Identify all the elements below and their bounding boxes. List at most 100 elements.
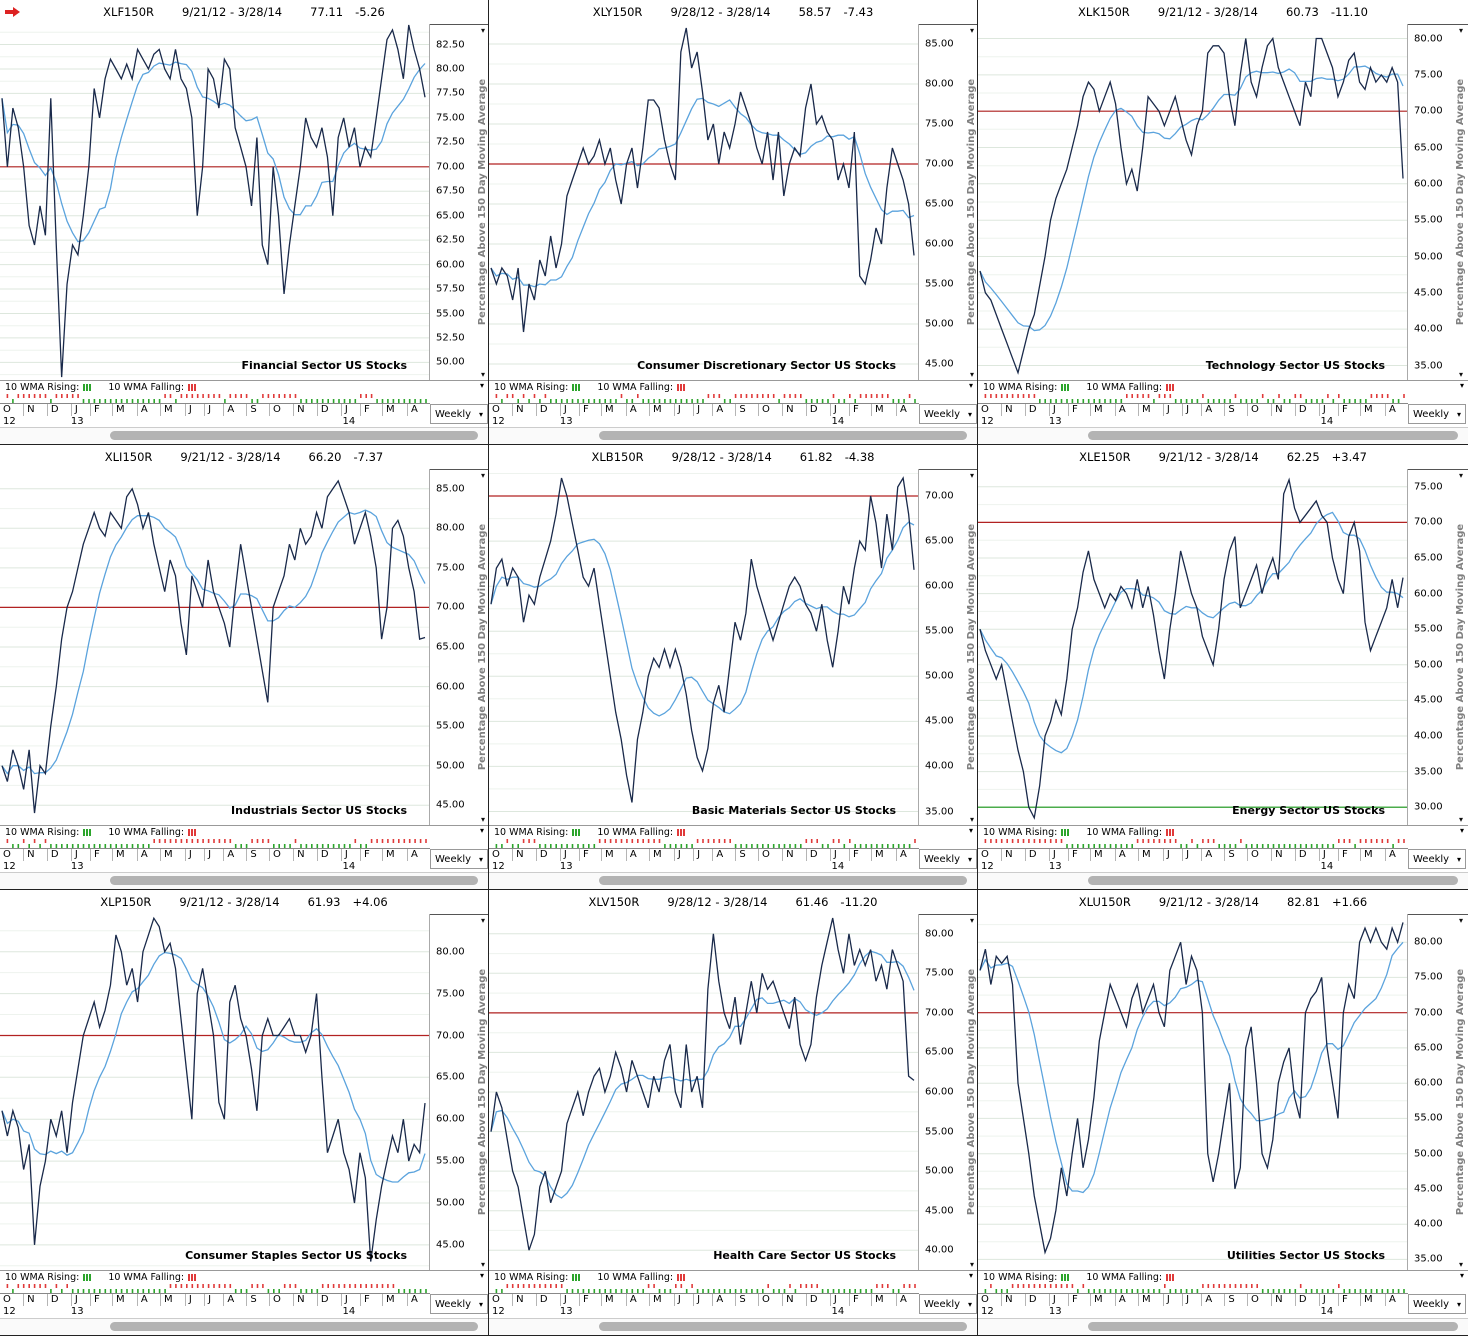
sector-label: Basic Materials Sector US Stocks [691, 804, 896, 817]
axis-scroll-down-icon[interactable]: ▾ [969, 815, 974, 824]
legend-dropdown-icon[interactable]: ▾ [1459, 381, 1464, 390]
axis-scroll-down-icon[interactable]: ▾ [1458, 1260, 1463, 1269]
timeframe-dropdown-icon[interactable]: ▾ [1456, 409, 1461, 419]
month-label: O [3, 1294, 11, 1305]
horizontal-scrollbar[interactable] [0, 427, 488, 444]
axis-scroll-down-icon[interactable]: ▾ [480, 815, 485, 824]
scrollbar-thumb[interactable] [598, 431, 968, 440]
legend-dropdown-icon[interactable]: ▾ [1459, 1271, 1464, 1280]
month-label: M [112, 404, 137, 416]
timeframe-selector[interactable]: Weekly ▾ [1408, 1294, 1466, 1314]
axis-scroll-down-icon[interactable]: ▾ [1458, 815, 1463, 824]
chart-canvas[interactable] [978, 24, 1407, 380]
axis-scroll-up-icon[interactable]: ▾ [969, 26, 974, 35]
timeframe-dropdown-icon[interactable]: ▾ [1456, 854, 1461, 864]
axis-scroll-down-icon[interactable]: ▾ [480, 1260, 485, 1269]
timeframe-dropdown-icon[interactable]: ▾ [967, 409, 972, 419]
axis-scroll-down-icon[interactable]: ▾ [480, 370, 485, 379]
chart-canvas[interactable] [489, 469, 918, 825]
timeframe-dropdown-icon[interactable]: ▾ [1456, 1299, 1461, 1309]
scrollbar-thumb[interactable] [1088, 876, 1459, 885]
timeframe-label: Weekly [924, 408, 961, 420]
scrollbar-thumb[interactable] [598, 876, 968, 885]
axis-scroll-up-icon[interactable]: ▾ [969, 916, 974, 925]
axis-scroll-down-icon[interactable]: ▾ [969, 1260, 974, 1269]
scrollbar-thumb[interactable] [109, 431, 479, 440]
month-label: D [535, 404, 560, 416]
plot-area[interactable]: Energy Sector US Stocks [978, 469, 1408, 825]
month-label: N [23, 1294, 47, 1306]
scrollbar-thumb[interactable] [598, 1322, 968, 1331]
month-label: J [1048, 404, 1068, 416]
plot-area[interactable]: Utilities Sector US Stocks [978, 914, 1408, 1270]
scrollbar-thumb[interactable] [109, 876, 479, 885]
month-label: A [625, 404, 649, 416]
y-tick-label: 40.00 [1414, 323, 1443, 335]
y-tick-label: 77.50 [436, 87, 465, 99]
year-label: 12 [492, 1306, 505, 1317]
timeframe-selector[interactable]: Weekly ▾ [1408, 849, 1466, 869]
plot-area[interactable]: Technology Sector US Stocks [978, 24, 1408, 380]
legend-dropdown-icon[interactable]: ▾ [968, 1271, 973, 1280]
horizontal-scrollbar[interactable] [978, 872, 1468, 889]
plot-area[interactable]: Financial Sector US Stocks [0, 24, 430, 380]
horizontal-scrollbar[interactable] [978, 1318, 1468, 1335]
y-tick-label: 45.00 [436, 1239, 465, 1251]
plot-area[interactable]: Industrials Sector US Stocks [0, 469, 430, 825]
timeframe-selector[interactable]: Weekly ▾ [430, 849, 488, 869]
horizontal-scrollbar[interactable] [0, 1318, 488, 1335]
chart-canvas[interactable] [978, 469, 1407, 825]
wma-rising-label: 10 WMA Rising: [983, 1271, 1058, 1283]
legend-dropdown-icon[interactable]: ▾ [1459, 826, 1464, 835]
scrollbar-thumb[interactable] [1088, 431, 1459, 440]
timeframe-selector[interactable]: Weekly ▾ [919, 849, 977, 869]
timeframe-dropdown-icon[interactable]: ▾ [478, 1299, 483, 1309]
timeframe-selector[interactable]: Weekly ▾ [919, 1294, 977, 1314]
axis-scroll-up-icon[interactable]: ▾ [480, 26, 485, 35]
plot-area[interactable]: Consumer Discretionary Sector US Stocks [489, 24, 919, 380]
axis-scroll-down-icon[interactable]: ▾ [1458, 370, 1463, 379]
timeframe-selector[interactable]: Weekly ▾ [430, 1294, 488, 1314]
timeframe-selector[interactable]: Weekly ▾ [430, 404, 488, 424]
scrollbar-thumb[interactable] [1088, 1322, 1459, 1331]
timeframe-dropdown-icon[interactable]: ▾ [967, 854, 972, 864]
horizontal-scrollbar[interactable] [0, 872, 488, 889]
chart-canvas[interactable] [0, 24, 429, 380]
legend-dropdown-icon[interactable]: ▾ [968, 381, 973, 390]
year-label: 13 [70, 1306, 84, 1317]
timeframe-selector[interactable]: Weekly ▾ [1408, 404, 1466, 424]
axis-scroll-down-icon[interactable]: ▾ [969, 370, 974, 379]
timeframe-dropdown-icon[interactable]: ▾ [967, 1299, 972, 1309]
chart-canvas[interactable] [0, 914, 429, 1270]
horizontal-scrollbar[interactable] [489, 872, 977, 889]
chart-canvas[interactable] [489, 24, 918, 380]
timeframe-dropdown-icon[interactable]: ▾ [478, 854, 483, 864]
axis-scroll-up-icon[interactable]: ▾ [1458, 26, 1463, 35]
y-tick-label: 72.50 [436, 136, 465, 148]
axis-scroll-up-icon[interactable]: ▾ [1458, 471, 1463, 480]
axis-scroll-up-icon[interactable]: ▾ [480, 471, 485, 480]
legend-dropdown-icon[interactable]: ▾ [479, 381, 484, 390]
plot-area[interactable]: Consumer Staples Sector US Stocks [0, 914, 430, 1270]
horizontal-scrollbar[interactable] [489, 427, 977, 444]
timeframe-selector[interactable]: Weekly ▾ [919, 404, 977, 424]
last-value-label: 61.82 [799, 450, 833, 464]
month-label: D [1024, 849, 1049, 861]
legend-dropdown-icon[interactable]: ▾ [479, 1271, 484, 1280]
axis-scroll-up-icon[interactable]: ▾ [969, 471, 974, 480]
date-range-label: 9/21/12 - 3/28/14 [1157, 5, 1258, 19]
chart-canvas[interactable] [978, 914, 1407, 1270]
chart-canvas[interactable] [489, 914, 918, 1270]
horizontal-scrollbar[interactable] [978, 427, 1468, 444]
axis-scroll-up-icon[interactable]: ▾ [480, 916, 485, 925]
legend-dropdown-icon[interactable]: ▾ [968, 826, 973, 835]
axis-scroll-up-icon[interactable]: ▾ [1458, 916, 1463, 925]
scrollbar-thumb[interactable] [109, 1322, 479, 1331]
plot-area[interactable]: Basic Materials Sector US Stocks [489, 469, 919, 825]
legend-dropdown-icon[interactable]: ▾ [479, 826, 484, 835]
plot-area[interactable]: Health Care Sector US Stocks [489, 914, 919, 1270]
chart-canvas[interactable] [0, 469, 429, 825]
horizontal-scrollbar[interactable] [489, 1318, 977, 1335]
timeframe-dropdown-icon[interactable]: ▾ [478, 409, 483, 419]
month-label: M [1090, 404, 1115, 416]
